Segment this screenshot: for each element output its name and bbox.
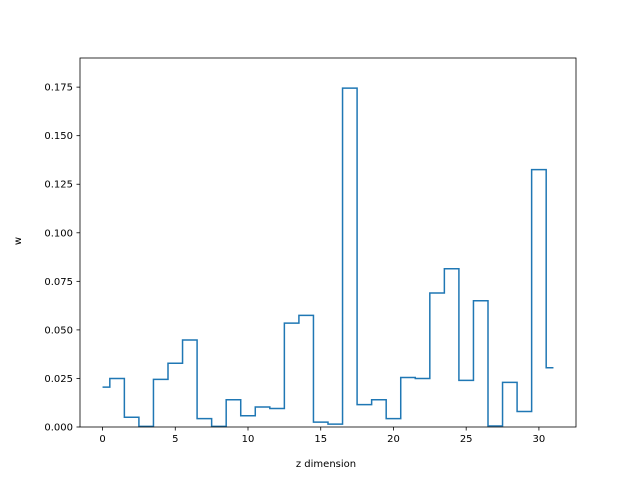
y-tick-label: 0.150: [44, 131, 73, 142]
x-tick-label: 20: [387, 434, 400, 445]
y-tick-label: 0.025: [44, 374, 73, 385]
y-tick-label: 0.075: [44, 277, 73, 288]
series-line-0: [102, 87, 554, 428]
y-axis: 0.000 0.025 0.050 0.075 0.100 0.125 0.150 0.175: [44, 83, 80, 434]
x-tick-label: 30: [533, 434, 546, 445]
plot-frame: [79, 57, 577, 428]
plot-area: [79, 57, 577, 428]
y-tick-label: 0.000: [44, 423, 73, 434]
y-tick-label: 0.050: [44, 325, 73, 336]
x-tick-label: 0: [99, 434, 105, 445]
y-tick-label: 0.100: [44, 228, 73, 239]
x-axis-label: z dimension: [296, 459, 356, 470]
x-tick-label: 15: [314, 434, 327, 445]
x-axis: 0 5 10 15 20 25 30: [99, 427, 545, 445]
x-tick-label: 25: [460, 434, 473, 445]
y-axis-label: w: [13, 237, 24, 245]
y-tick-label: 0.175: [44, 83, 73, 94]
y-tick-label: 0.125: [44, 180, 73, 191]
x-tick-label: 10: [242, 434, 255, 445]
x-tick-label: 5: [172, 434, 178, 445]
